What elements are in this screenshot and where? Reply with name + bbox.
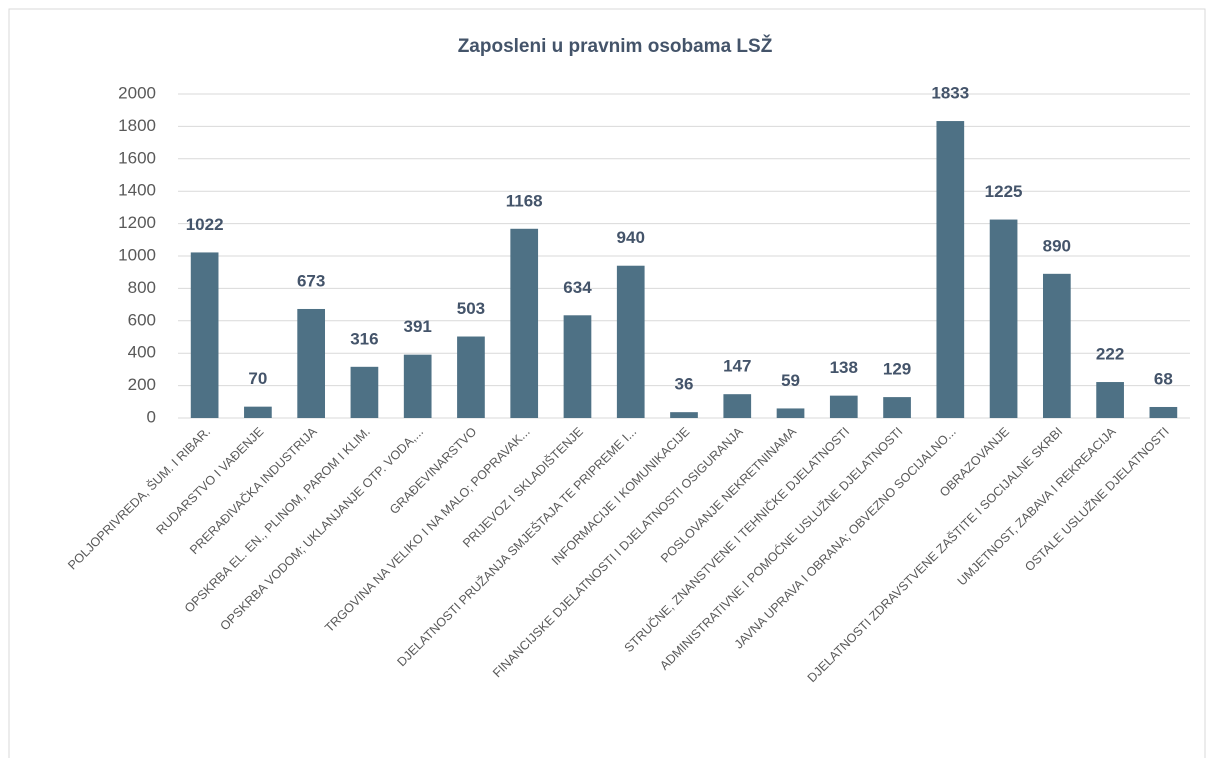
bar	[723, 394, 752, 418]
bar	[297, 308, 326, 418]
data-label: 138	[830, 358, 858, 377]
data-label: 1022	[186, 215, 224, 234]
data-label: 1833	[931, 84, 969, 103]
x-tick-label: ADMINISTRATIVNE I POMOĆNE USLUŽNE DJELAT…	[657, 424, 906, 673]
bar	[244, 406, 272, 418]
data-label: 503	[457, 299, 485, 318]
data-label: 634	[563, 278, 592, 297]
chart-title: Zaposleni u pravnim osobama LSŽ	[458, 35, 773, 57]
data-label: 68	[1154, 369, 1173, 388]
bar	[457, 336, 485, 418]
bar	[670, 412, 698, 418]
bar	[776, 408, 805, 418]
y-tick-label: 400	[128, 343, 156, 362]
y-tick-label: 200	[128, 375, 156, 394]
x-tick-label: GRAĐEVINARSTVO	[387, 424, 480, 517]
x-tick-label: TRGOVINA NA VELIKO I NA MALO; POPRAVAK..…	[322, 425, 532, 635]
data-label: 1168	[506, 191, 543, 210]
y-tick-label: 1000	[118, 245, 156, 264]
data-label: 391	[403, 317, 431, 336]
y-tick-label: 2000	[118, 83, 156, 102]
data-label: 316	[350, 329, 378, 348]
bar	[1096, 382, 1124, 418]
x-tick-label: DJELATNOSTI PRUŽANJA SMJEŠTAJA TE PRIPRE…	[394, 424, 639, 669]
bar	[989, 219, 1018, 418]
y-tick-label: 1400	[118, 181, 156, 200]
bar	[190, 252, 219, 418]
bar	[1149, 406, 1178, 418]
data-label: 1225	[985, 182, 1023, 201]
chart-border	[8, 8, 1206, 758]
bar	[883, 397, 911, 418]
bar	[1042, 273, 1071, 418]
data-label: 890	[1043, 236, 1071, 255]
data-label: 129	[883, 360, 911, 379]
data-label: 940	[617, 228, 645, 247]
y-tick-label: 600	[128, 310, 156, 329]
data-label: 36	[675, 375, 694, 394]
bar	[829, 395, 858, 418]
data-label: 59	[781, 371, 800, 390]
bar	[510, 228, 539, 418]
bar	[563, 315, 592, 418]
y-tick-label: 1600	[118, 148, 156, 167]
data-label: 147	[723, 357, 751, 376]
data-label: 70	[248, 369, 267, 388]
y-tick-label: 800	[128, 278, 156, 297]
y-tick-label: 1200	[118, 213, 156, 232]
y-tick-label: 1800	[118, 116, 156, 135]
bar	[350, 366, 379, 418]
x-tick-label: RUDARSTVO I VAĐENJE	[153, 425, 266, 538]
bar	[616, 265, 645, 418]
data-label: 673	[297, 271, 325, 290]
x-tick-label: OPSKRBA VODOM; UKLANJANJE OTP. VODA,...	[217, 425, 426, 634]
x-tick-label: OPSKRBA EL. EN., PLINOM, PAROM I KLIM.	[182, 425, 373, 616]
y-tick-label: 0	[147, 407, 156, 426]
data-label: 222	[1096, 345, 1124, 364]
x-tick-label: DJELATNOSTI ZDRAVSTVENE ZAŠTITE I SOCIJA…	[804, 424, 1065, 685]
x-tick-label: FINANCIJSKE DJELATNOSTI I DJELATNOSTI OS…	[490, 424, 746, 680]
bar	[936, 121, 965, 418]
bar	[403, 354, 432, 418]
